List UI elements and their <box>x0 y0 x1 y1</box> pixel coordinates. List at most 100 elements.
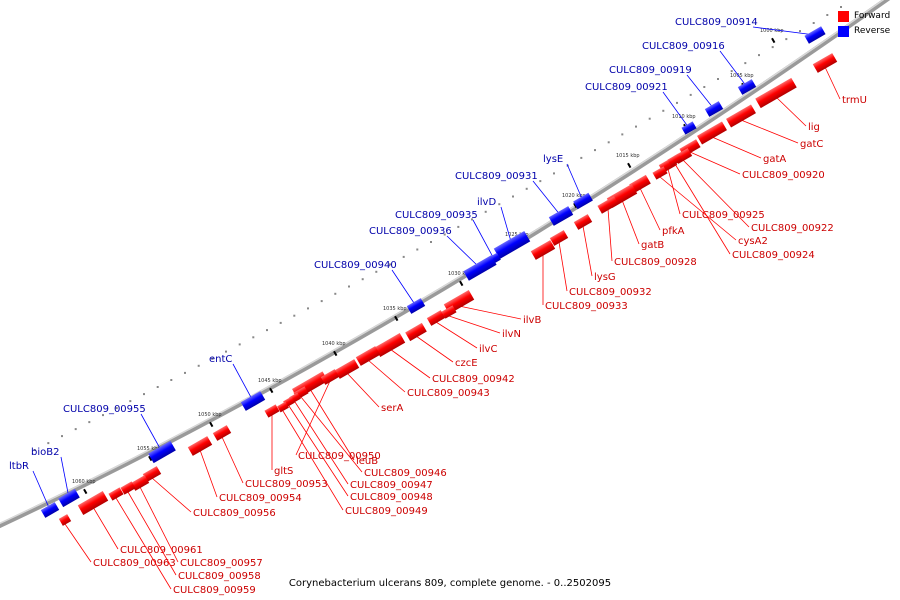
gene-culc809-00940-label[interactable]: CULC809_00940 <box>314 260 397 271</box>
gene-ltbr-block <box>40 502 60 518</box>
gene-czce-shape <box>405 322 427 342</box>
gene-culc809-00963-label[interactable]: CULC809_00963 <box>93 558 176 569</box>
gene-culc809-00957-label[interactable]: CULC809_00957 <box>180 558 263 569</box>
gene-lyse-label[interactable]: lysE <box>543 154 563 165</box>
tick-mark <box>771 37 776 44</box>
gene-culc809-00914-shape <box>804 26 826 44</box>
gene-culc809-00922-label[interactable]: CULC809_00922 <box>751 223 834 234</box>
gene-gatb-label[interactable]: gatB <box>641 240 664 251</box>
gene-culc809-00932-label[interactable]: CULC809_00932 <box>569 287 652 298</box>
gene-ilvn-block <box>441 305 457 319</box>
gene-culc809-00935-label[interactable]: CULC809_00935 <box>395 210 478 221</box>
gene-lysg-shape <box>573 214 593 230</box>
gene-culc809-00924-label[interactable]: CULC809_00924 <box>732 250 815 261</box>
gene-lysg-label[interactable]: lysG <box>594 272 616 283</box>
gene-glts-block <box>264 404 280 418</box>
gene-culc809-00958-block <box>120 481 136 495</box>
gene-culc809-00948-label[interactable]: CULC809_00948 <box>350 492 433 503</box>
gene-gatc-label[interactable]: gatC <box>800 139 823 150</box>
gene-culc809-00947-label[interactable]: CULC809_00947 <box>350 480 433 491</box>
gene-culc809-00957-leader <box>139 486 179 563</box>
gene-culc809-00921-shape <box>681 121 697 135</box>
gene-culc809-00933-label[interactable]: CULC809_00933 <box>545 301 628 312</box>
gene-ilvd-leader <box>500 206 513 246</box>
backbone-dot <box>211 357 214 360</box>
backbone-dot <box>279 321 282 324</box>
gene-culc809-00955-leader <box>140 413 163 453</box>
tick-label: 1025 kbp <box>505 232 529 238</box>
backbone-dot <box>143 393 145 396</box>
backbone-dot <box>717 78 719 80</box>
backbone-dot <box>539 180 542 183</box>
gene-culc809-00959-block <box>108 487 124 501</box>
gene-culc809-00916-label[interactable]: CULC809_00916 <box>642 41 725 52</box>
gene-culc809-00919-leader <box>686 74 715 110</box>
gene-culc809-00949-label[interactable]: CULC809_00949 <box>345 506 428 517</box>
gene-trmu-label[interactable]: trmU <box>842 95 867 106</box>
gene-leub-label[interactable]: leuB <box>356 456 378 467</box>
backbone-dot <box>238 343 241 346</box>
gene-cysa2-block <box>652 166 668 180</box>
legend-forward: Forward <box>838 9 890 24</box>
gene-culc809-00959-leader <box>115 497 172 590</box>
gene-ilvd-label[interactable]: ilvD <box>477 197 496 208</box>
gene-ilvn-label[interactable]: ilvN <box>502 329 521 340</box>
gene-culc809-00958-label[interactable]: CULC809_00958 <box>178 571 261 582</box>
gene-ilvb-label[interactable]: ilvB <box>523 315 541 326</box>
gene-culc809-00935-leader <box>472 219 495 260</box>
gene-culc809-00936-label[interactable]: CULC809_00936 <box>369 226 452 237</box>
gene-culc809-00921-label[interactable]: CULC809_00921 <box>585 82 668 93</box>
gene-culc809-00943-label[interactable]: CULC809_00943 <box>407 388 490 399</box>
gene-culc809-00919-label[interactable]: CULC809_00919 <box>609 65 692 76</box>
gene-gata-label[interactable]: gatA <box>763 154 786 165</box>
gene-ilvd-shape <box>493 231 531 259</box>
tick-mark <box>394 315 399 322</box>
gene-culc809-00942-leader <box>389 348 431 379</box>
gene-czce-label[interactable]: czcE <box>455 358 478 369</box>
gene-ilvc-label[interactable]: ilvC <box>479 344 497 355</box>
gene-culc809-00955-label[interactable]: CULC809_00955 <box>63 404 146 415</box>
gene-culc809-00924-block <box>667 153 683 167</box>
gene-lysg-leader <box>582 225 593 277</box>
tick-label: 1015 kbp <box>616 153 640 159</box>
backbone-dot <box>375 270 378 273</box>
gene-culc809-00928-label[interactable]: CULC809_00928 <box>614 257 697 268</box>
gene-culc809-00936-block <box>463 255 497 281</box>
gene-lig-label[interactable]: lig <box>808 122 820 133</box>
backbone-dot <box>402 255 405 258</box>
gene-sera-label[interactable]: serA <box>381 403 403 414</box>
genome-backbone <box>0 0 885 525</box>
gene-culc809-00954-label[interactable]: CULC809_00954 <box>219 493 302 504</box>
gene-culc809-00936-leader <box>446 235 481 269</box>
gene-gatc-shape <box>726 104 756 128</box>
gene-culc809-00932-shape <box>549 230 569 246</box>
gene-ilvn-leader <box>448 315 501 334</box>
gene-cysa2-label[interactable]: cysA2 <box>738 236 768 247</box>
gene-culc809-00950-label[interactable]: CULC809_00950 <box>298 451 381 462</box>
backbone-dot <box>307 307 309 310</box>
gene-ltbr-label[interactable]: ltbR <box>9 461 29 472</box>
gene-culc809-00956-label[interactable]: CULC809_00956 <box>193 508 276 519</box>
gene-entc-label[interactable]: entC <box>209 354 232 365</box>
gene-culc809-00942-label[interactable]: CULC809_00942 <box>432 374 515 385</box>
backbone-dot <box>812 22 815 24</box>
gene-culc809-00959-label[interactable]: CULC809_00959 <box>173 585 256 596</box>
gene-culc809-00950-block <box>320 369 340 385</box>
gene-culc809-00925-label[interactable]: CULC809_00925 <box>682 210 765 221</box>
gene-biob2-label[interactable]: bioB2 <box>31 447 59 458</box>
gene-pfka-block <box>629 174 651 194</box>
gene-culc809-00924-leader <box>674 163 731 255</box>
gene-culc809-00914-label[interactable]: CULC809_00914 <box>675 17 758 28</box>
gene-pfka-label[interactable]: pfkA <box>662 226 685 237</box>
tick-label: 1055 kbp <box>137 446 161 452</box>
gene-culc809-00946-label[interactable]: CULC809_00946 <box>364 468 447 479</box>
gene-ilvd-block <box>493 231 531 259</box>
gene-culc809-00931-label[interactable]: CULC809_00931 <box>455 171 538 182</box>
gene-culc809-00920-label[interactable]: CULC809_00920 <box>742 170 825 181</box>
gene-culc809-00956-leader <box>151 477 192 513</box>
gene-culc809-00953-label[interactable]: CULC809_00953 <box>245 479 328 490</box>
gene-pfka-leader <box>639 187 661 231</box>
gene-glts-label[interactable]: gltS <box>274 466 293 477</box>
backbone-dot <box>33 449 36 451</box>
backbone-dot <box>703 86 706 88</box>
